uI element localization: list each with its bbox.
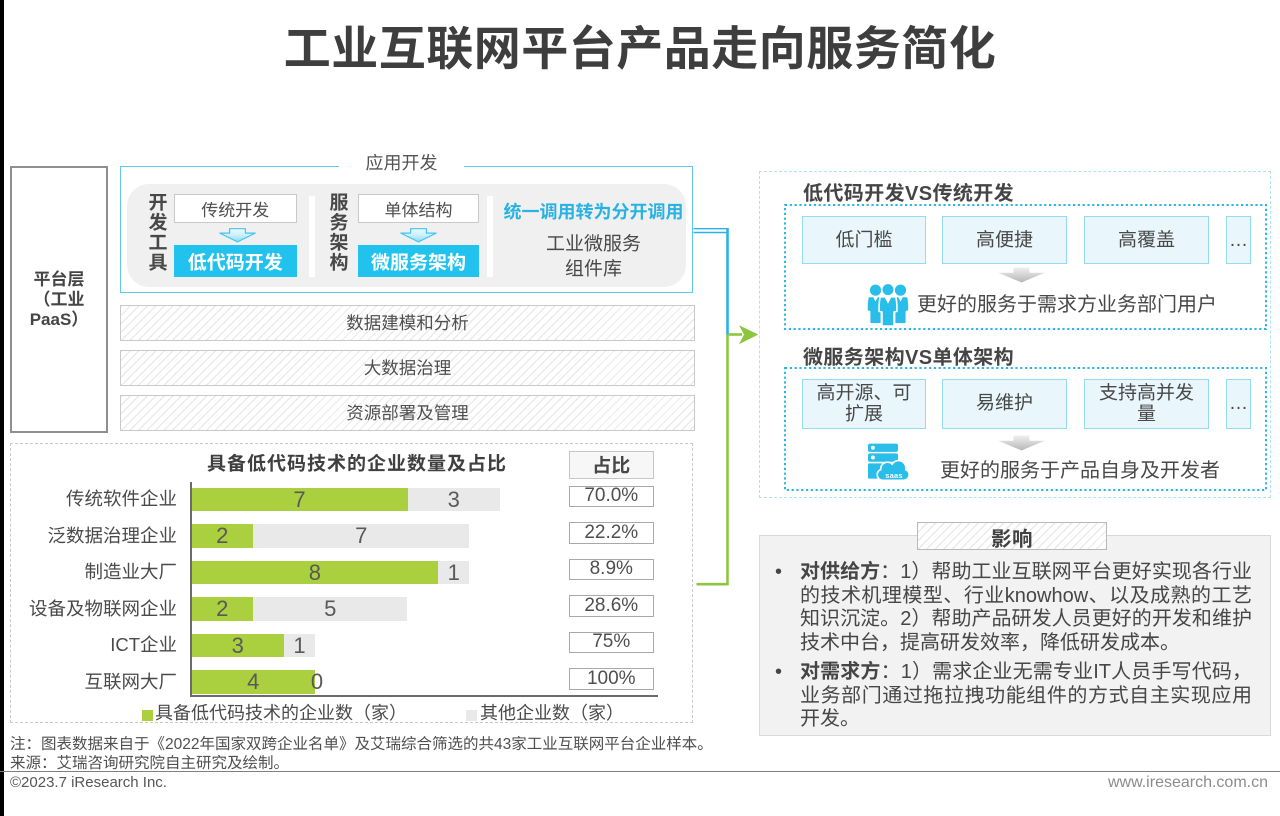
svg-text:saas: saas bbox=[885, 471, 903, 480]
